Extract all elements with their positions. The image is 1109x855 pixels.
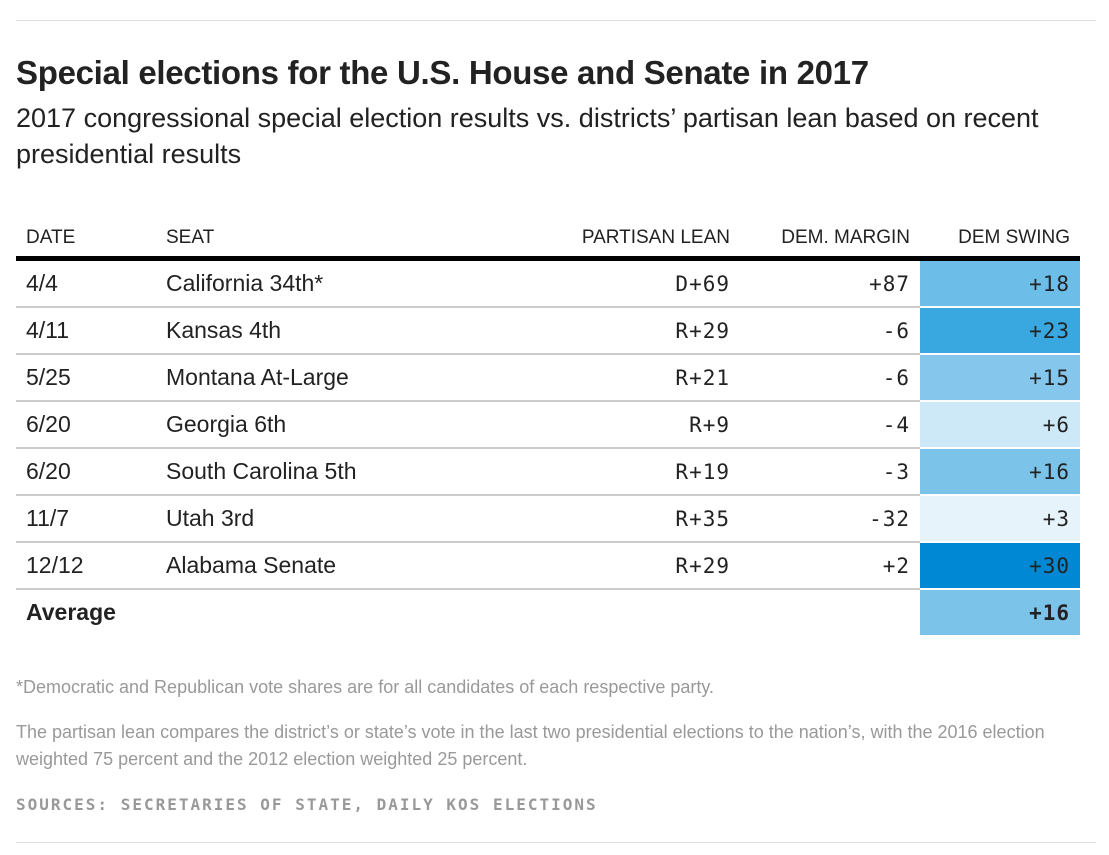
date-cell: 6/20 <box>16 401 156 449</box>
seat-cell: Utah 3rd <box>156 495 540 543</box>
average-swing-cell: +16 <box>920 589 1080 635</box>
table-row: 6/20 Georgia 6th R+9 -4 +6 <box>16 401 1080 449</box>
margin-cell: +2 <box>740 542 920 590</box>
date-cell: 4/4 <box>16 258 156 308</box>
table-row: 6/20 South Carolina 5th R+19 -3 +16 <box>16 448 1080 496</box>
date-cell: 6/20 <box>16 448 156 496</box>
lean-cell: R+9 <box>540 401 740 449</box>
col-lean: PARTISAN LEAN <box>540 220 740 261</box>
average-row: Average +16 <box>16 589 1080 635</box>
col-seat: SEAT <box>156 220 540 261</box>
swing-cell: +16 <box>920 448 1080 496</box>
margin-cell: -3 <box>740 448 920 496</box>
swing-cell: +6 <box>920 401 1080 449</box>
bottom-rule <box>16 842 1096 843</box>
swing-cell: +30 <box>920 542 1080 590</box>
margin-cell: -32 <box>740 495 920 543</box>
lean-cell: R+35 <box>540 495 740 543</box>
lean-cell: R+29 <box>540 307 740 355</box>
seat-cell: South Carolina 5th <box>156 448 540 496</box>
sources: SOURCES: SECRETARIES OF STATE, DAILY KOS… <box>16 795 598 814</box>
margin-cell: -6 <box>740 354 920 402</box>
lean-cell: R+21 <box>540 354 740 402</box>
seat-cell: Georgia 6th <box>156 401 540 449</box>
margin-cell: -6 <box>740 307 920 355</box>
seat-cell: California 34th* <box>156 258 540 308</box>
date-cell: 5/25 <box>16 354 156 402</box>
lean-cell: R+29 <box>540 542 740 590</box>
margin-cell: -4 <box>740 401 920 449</box>
table-row: 5/25 Montana At-Large R+21 -6 +15 <box>16 354 1080 402</box>
footnote-asterisk: *Democratic and Republican vote shares a… <box>16 677 715 697</box>
header-row: DATE SEAT PARTISAN LEAN DEM. MARGIN DEM … <box>16 220 1080 261</box>
swing-cell: +3 <box>920 495 1080 543</box>
col-margin: DEM. MARGIN <box>740 220 920 261</box>
seat-cell: Montana At-Large <box>156 354 540 402</box>
results-table: DATE SEAT PARTISAN LEAN DEM. MARGIN DEM … <box>16 220 1080 635</box>
average-label: Average <box>26 599 116 625</box>
swing-cell: +18 <box>920 258 1080 308</box>
col-date: DATE <box>16 220 156 261</box>
table-row: 12/12 Alabama Senate R+29 +2 +30 <box>16 542 1080 590</box>
chart-title: Special elections for the U.S. House and… <box>16 54 869 91</box>
top-rule <box>16 20 1096 21</box>
swing-cell: +23 <box>920 307 1080 355</box>
seat-cell: Alabama Senate <box>156 542 540 590</box>
chart-subtitle: 2017 congressional special election resu… <box>16 103 1039 169</box>
swing-cell: +15 <box>920 354 1080 402</box>
margin-cell: +87 <box>740 258 920 308</box>
seat-cell: Kansas 4th <box>156 307 540 355</box>
footnote-lean: The partisan lean compares the district’… <box>16 722 1045 769</box>
col-swing: DEM SWING <box>920 220 1080 261</box>
date-cell: 12/12 <box>16 542 156 590</box>
table-row: 4/4 California 34th* D+69 +87 +18 <box>16 258 1080 308</box>
table-row: 4/11 Kansas 4th R+29 -6 +23 <box>16 307 1080 355</box>
lean-cell: D+69 <box>540 258 740 308</box>
table-row: 11/7 Utah 3rd R+35 -32 +3 <box>16 495 1080 543</box>
lean-cell: R+19 <box>540 448 740 496</box>
date-cell: 4/11 <box>16 307 156 355</box>
date-cell: 11/7 <box>16 495 156 543</box>
